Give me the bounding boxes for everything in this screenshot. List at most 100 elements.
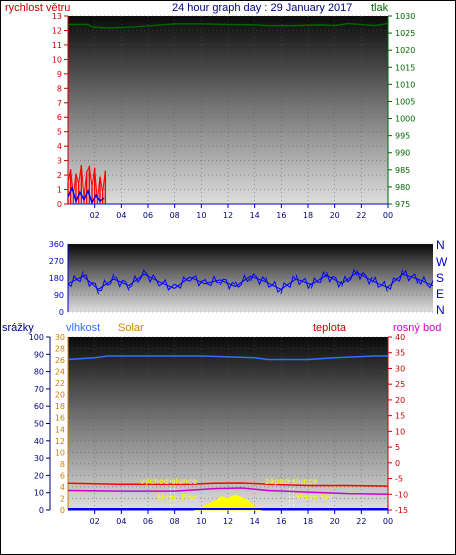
direction-tick-label: 270: [49, 257, 64, 266]
pressure-axis: 975 980 985 990 995 1000 1005 1010 1015 1020 1025 1…: [387, 12, 415, 209]
rain-tick-label: 70: [34, 385, 44, 394]
direction-detail: [402, 269, 419, 284]
pressure-tick-label: 985: [395, 166, 410, 175]
wind-label: rychlost větru: [5, 2, 70, 14]
time-tick-label: 00: [383, 211, 393, 220]
pressure-tick-label: 1030: [395, 12, 415, 21]
pressure-tick-label: 1005: [395, 97, 415, 106]
time-tick-label: 06: [143, 517, 153, 526]
solar-tick-label: 30: [55, 333, 65, 342]
rain-tick-label: 0: [39, 506, 44, 515]
sunrise-label: východ slunce: [140, 477, 197, 486]
solar-label: Solar: [118, 322, 144, 334]
pressure-tick-label: 1015: [395, 63, 415, 72]
direction-detail: [250, 273, 267, 286]
temperature-tick-label: 25: [395, 380, 405, 389]
time-tick-label: 22: [356, 211, 366, 220]
solar-tick-label: 24: [55, 368, 65, 377]
direction-detail: [280, 275, 297, 295]
temperature-tick-label: 40: [395, 333, 405, 342]
wind-time-axis: 02 04 06 08 10 12 14 16 18 20 22 00: [68, 203, 393, 220]
time-tick-label: 16: [276, 517, 286, 526]
time-tick-label: 00: [383, 517, 393, 526]
time-tick-label: 10: [196, 211, 206, 220]
direction-detail: [159, 278, 175, 291]
direction-detail: [128, 269, 145, 289]
temperature-line: [67, 482, 389, 487]
direction-detail: [67, 271, 84, 288]
solar-tick-label: 16: [55, 414, 65, 423]
rain-tick-label: 10: [34, 489, 44, 498]
pressure-line: [68, 22, 389, 29]
pressure-tick-label: 980: [395, 183, 410, 192]
wind-tick-label: 11: [52, 41, 62, 50]
time-tick-label: 04: [116, 517, 126, 526]
solar-tick-label: 6: [60, 471, 65, 480]
direction-detail: [417, 275, 434, 289]
solar-tick-label: 0: [60, 506, 65, 515]
rain-tick-label: 60: [34, 402, 44, 411]
direction-detail: [341, 268, 358, 287]
direction-axis: 0 90 180 270 360: [49, 240, 69, 317]
rain-tick-label: 30: [34, 454, 44, 463]
rain-tick-label: 50: [34, 420, 44, 429]
direction-tick-label: 360: [49, 240, 64, 249]
direction-detail: [356, 269, 373, 286]
compass-n-top: N: [436, 238, 445, 252]
direction-line: [67, 271, 434, 290]
pressure-tick-label: 1010: [395, 80, 415, 89]
time-tick-label: 18: [303, 517, 313, 526]
direction-detail: [387, 269, 404, 291]
temperature-tick-label: 5: [395, 443, 400, 452]
time-tick-label: 06: [143, 211, 153, 220]
time-tick-label: 02: [90, 517, 100, 526]
solar-tick-label: 12: [55, 437, 65, 446]
time-tick-label: 16: [276, 211, 286, 220]
temperature-axis: -15 -10 -5 0 5 10 15 20 25 30 35 40: [387, 333, 408, 515]
time-tick-label: 20: [330, 517, 340, 526]
humidity-label: vlhkost: [66, 322, 100, 334]
pressure-tick-label: 1000: [395, 115, 415, 124]
direction-detail: [174, 276, 190, 289]
compass-e: E: [436, 287, 444, 301]
pressure-tick-label: 990: [395, 149, 410, 158]
rain-tick-label: 80: [34, 368, 44, 377]
time-tick-label: 14: [250, 517, 260, 526]
temperature-tick-label: 0: [395, 459, 400, 468]
solar-tick-label: 28: [55, 345, 65, 354]
direction-detail: [189, 275, 205, 287]
temperature-tick-label: 35: [395, 349, 405, 358]
wind-tick-label: 3: [57, 157, 62, 166]
solar-tick-label: 22: [55, 379, 65, 388]
direction-detail: [113, 276, 130, 291]
wind-series: [67, 22, 389, 205]
direction-detail: [83, 274, 99, 295]
time-tick-label: 14: [250, 211, 260, 220]
temperature-tick-label: 15: [395, 412, 405, 421]
pressure-tick-label: 1025: [395, 29, 415, 38]
moonset-label: Moon Set: [296, 493, 333, 502]
climate-series: [67, 355, 389, 511]
solar-tick-label: 20: [55, 391, 65, 400]
sunset-label: západ slunce: [265, 477, 318, 486]
moonrise-label: Moon Rise: [157, 493, 198, 502]
compass-s: S: [436, 271, 444, 285]
rain-tick-label: 90: [34, 350, 44, 359]
solar-tick-label: 18: [55, 402, 65, 411]
solar-tick-label: 26: [55, 356, 65, 365]
temperature-tick-label: -15: [395, 506, 408, 515]
climate-time-axis: 02 04 06 08 10 12 14 16 18 20 22 00: [68, 509, 393, 526]
direction-detail: [234, 274, 251, 288]
humidity-line: [67, 355, 388, 361]
time-tick-label: 08: [170, 211, 180, 220]
wind-tick-label: 13: [52, 12, 62, 21]
solar-tick-label: 14: [55, 425, 65, 434]
direction-tick-label: 180: [49, 274, 64, 283]
solar-tick-label: 4: [60, 483, 65, 492]
time-tick-label: 08: [170, 517, 180, 526]
wind-tick-label: 12: [52, 26, 62, 35]
rain-tick-label: 100: [29, 333, 44, 342]
compass-n-bottom: N: [436, 303, 445, 317]
